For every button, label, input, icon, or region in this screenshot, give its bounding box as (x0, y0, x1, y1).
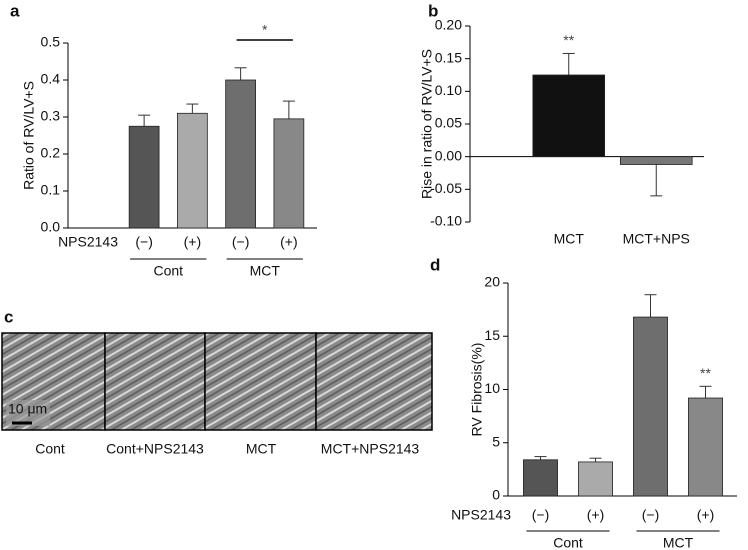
y-tick-label: 0.15 (435, 49, 462, 65)
image-caption: MCT (246, 441, 277, 457)
y-tick-label: 0.20 (435, 17, 462, 33)
micrograph (204, 332, 317, 431)
bar (633, 316, 668, 497)
x-tick-label: (−) (642, 507, 660, 523)
panel-letter: d (430, 255, 440, 274)
y-axis-label: RV Fibrosis(%) (469, 343, 485, 437)
y-tick-label: 0.00 (435, 147, 462, 163)
image-caption: Cont+NPS2143 (106, 441, 204, 457)
x-tick-label: (+) (280, 234, 298, 250)
bar (523, 459, 558, 497)
y-tick-label: 5 (492, 433, 500, 449)
y-tick-label: 0.2 (41, 145, 61, 161)
panel-letter: b (428, 1, 438, 20)
y-tick-label: -0.10 (430, 213, 462, 229)
y-tick-label: 15 (484, 327, 500, 343)
y-tick-label: 0.05 (435, 115, 462, 131)
y-tick-label: 0.4 (41, 71, 61, 87)
group-label: MCT (663, 535, 694, 550)
significance-mark: ** (700, 365, 711, 381)
y-tick-label: 0.0 (41, 219, 61, 235)
group-label: Cont (553, 535, 583, 550)
micrograph (315, 332, 433, 431)
x-tick-label: (−) (532, 507, 550, 523)
y-axis-label: Ratio of RV/LV+S (21, 81, 37, 190)
bar (273, 118, 305, 229)
bar (688, 397, 723, 497)
x-tick-label: (−) (135, 234, 153, 250)
x-tick-label: (−) (232, 234, 250, 250)
group-label: Cont (153, 263, 183, 279)
bar (532, 74, 606, 158)
bar (128, 125, 160, 229)
y-tick-label: -0.05 (430, 180, 462, 196)
x-tick-label: MCT+NPS (623, 231, 690, 247)
y-tick-label: 0.1 (41, 182, 61, 198)
group-label: MCT (250, 263, 281, 279)
image-caption: Cont (35, 441, 65, 457)
y-tick-label: 10 (484, 380, 500, 396)
panel-letter: a (10, 1, 20, 20)
row-label: NPS2143 (451, 507, 511, 523)
y-tick-label: 0.10 (435, 82, 462, 98)
panel-letter: c (4, 307, 13, 326)
bar (619, 156, 693, 165)
micrograph (104, 332, 206, 431)
x-tick-label: (+) (697, 507, 715, 523)
image-panel: c 10 μm Cont Cont+NPS2143 MCT MCT+NPS214… (1, 307, 433, 457)
image-caption: MCT+NPS2143 (321, 441, 420, 457)
row-label: NPS2143 (58, 234, 118, 250)
y-tick-label: 0.3 (41, 108, 61, 124)
x-tick-label: (+) (587, 507, 605, 523)
bar (225, 79, 256, 229)
scale-bar-label: 10 μm (8, 401, 47, 417)
y-tick-label: 0 (492, 487, 500, 503)
y-tick-label: 20 (484, 274, 500, 290)
significance-mark: * (262, 22, 268, 38)
bar (177, 112, 208, 229)
significance-mark: ** (563, 32, 574, 48)
bar (578, 461, 613, 497)
y-tick-label: 0.5 (41, 34, 61, 50)
x-tick-label: (+) (184, 234, 202, 250)
x-tick-label: MCT (554, 231, 585, 247)
y-axis-label: Rise in ratio of RV/LV+S (419, 49, 435, 199)
